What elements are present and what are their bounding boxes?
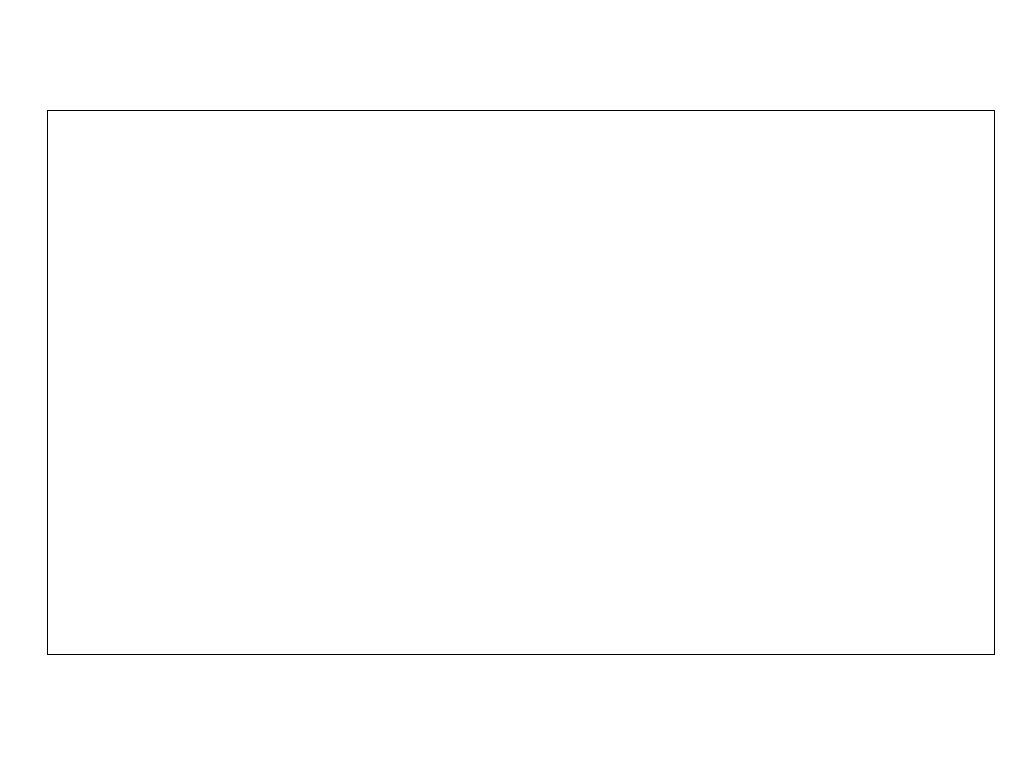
vorticity-wind-map-canvas [48, 111, 994, 654]
colorbar [100, 706, 924, 736]
map-plot-area [47, 110, 995, 655]
colorbar-swatches [100, 706, 924, 736]
